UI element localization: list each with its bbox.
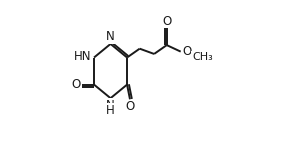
- Text: CH₃: CH₃: [192, 52, 213, 62]
- Text: H: H: [106, 104, 115, 117]
- Text: N: N: [106, 99, 115, 112]
- Text: O: O: [162, 15, 171, 28]
- Text: O: O: [71, 78, 80, 91]
- Text: O: O: [182, 45, 191, 58]
- Text: O: O: [125, 100, 135, 114]
- Text: HN: HN: [74, 50, 91, 63]
- Text: N: N: [106, 30, 115, 43]
